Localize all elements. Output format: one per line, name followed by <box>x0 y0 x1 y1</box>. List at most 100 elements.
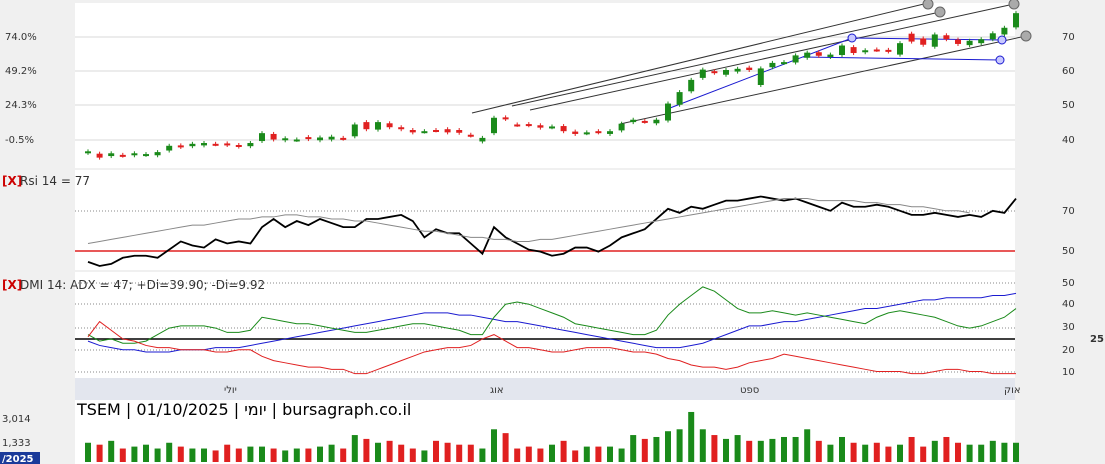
trend-handle[interactable] <box>922 0 934 10</box>
dmi-right-tick: 25 <box>1090 334 1104 345</box>
candle <box>479 137 486 142</box>
candle <box>723 70 729 75</box>
candle <box>549 126 555 129</box>
candle <box>943 35 950 40</box>
candle <box>235 145 242 147</box>
volume-bar <box>293 448 300 462</box>
candle <box>514 124 521 127</box>
volume-bar <box>282 450 289 462</box>
volume-bar <box>653 436 660 462</box>
volume-bar <box>897 444 903 462</box>
trend-handle[interactable] <box>934 6 946 18</box>
trend-handle[interactable] <box>997 35 1007 45</box>
volume-bar <box>931 440 938 462</box>
volume-bar <box>873 442 880 462</box>
candle <box>978 39 985 44</box>
volume-bar <box>757 440 764 462</box>
dmi-close-button[interactable]: [X] <box>2 278 22 292</box>
candle <box>688 79 695 92</box>
volume-bar <box>409 448 416 462</box>
volume-bar <box>746 440 753 462</box>
candle <box>641 120 648 123</box>
volume-bar <box>641 438 648 462</box>
rsi-right-tick: 70 <box>1062 206 1075 217</box>
candle <box>676 92 683 105</box>
date-badge-bg <box>0 452 40 464</box>
trend-handle[interactable] <box>995 55 1005 65</box>
volume-bar <box>966 444 973 462</box>
volume-bar <box>804 429 811 462</box>
volume-bar <box>955 442 961 462</box>
rsi-series <box>87 195 1017 267</box>
volume-bar <box>723 438 729 462</box>
volume-bar <box>595 446 602 462</box>
volume-bar <box>305 448 312 462</box>
trend-handle[interactable] <box>847 33 857 43</box>
candle <box>989 33 996 40</box>
chart-caption: TSEM | 01/10/2025 | יומי | bursagraph.co… <box>76 400 411 419</box>
candle <box>201 143 207 146</box>
candle <box>166 145 173 151</box>
volume-bar <box>908 436 915 462</box>
candle <box>804 52 811 58</box>
volume-bar <box>340 448 347 462</box>
candle <box>270 133 277 140</box>
volume-bar <box>665 431 671 462</box>
price-right-tick: 70 <box>1062 32 1075 43</box>
candle <box>850 47 857 54</box>
candle <box>456 130 463 133</box>
date-badge: /2025 <box>2 454 34 464</box>
candle <box>885 49 892 52</box>
volume-bar <box>235 448 242 462</box>
volume-bar <box>1013 442 1019 462</box>
candle <box>386 123 393 128</box>
candle <box>908 33 915 42</box>
rsi-close-button[interactable]: [X] <box>2 174 22 188</box>
volume-bar <box>502 433 509 462</box>
candle <box>572 131 579 134</box>
volume-bar <box>711 435 718 462</box>
dmi-right-tick: 30 <box>1062 322 1075 333</box>
trend-handle[interactable] <box>1008 0 1020 10</box>
volume-bar <box>850 442 857 462</box>
candle <box>711 71 718 74</box>
volume-bar <box>444 442 451 462</box>
price-left-tick: 74.0% <box>5 32 37 43</box>
candle <box>1001 27 1008 35</box>
candle <box>154 152 161 156</box>
candle <box>491 117 497 134</box>
candle <box>699 69 706 78</box>
volume-bar <box>491 429 497 462</box>
candle <box>781 62 787 65</box>
volume-bar <box>630 435 637 462</box>
candle <box>595 131 602 134</box>
volume-bar <box>792 436 799 462</box>
volume-bar <box>978 444 985 462</box>
volume-bar <box>607 446 613 462</box>
rsi-panel <box>75 170 1015 270</box>
price-left-tick: 49.2% <box>5 66 37 77</box>
volume-bar <box>943 436 950 462</box>
candle <box>282 138 289 141</box>
volume-bar <box>514 448 521 462</box>
candle <box>897 43 903 55</box>
candle <box>920 38 927 45</box>
dmi-right-tick: 10 <box>1062 367 1075 378</box>
candle <box>757 68 764 85</box>
trend-handle[interactable] <box>1020 30 1032 42</box>
candle <box>363 122 370 130</box>
volume-bar <box>862 444 869 462</box>
volume-tick: 1,333 <box>2 438 31 449</box>
price-grid <box>75 36 1015 141</box>
dmi-series <box>87 286 1017 375</box>
candle <box>618 123 625 131</box>
x-tick-label: יולי <box>224 385 237 396</box>
volume-bar <box>688 411 695 462</box>
volume-bar <box>815 440 822 462</box>
x-tick-label: אוק <box>1004 385 1021 396</box>
candle <box>143 154 149 157</box>
volume-bar <box>247 446 254 462</box>
volume-bar <box>177 446 184 462</box>
volume-bar <box>769 438 776 462</box>
volume-bar <box>259 446 265 462</box>
